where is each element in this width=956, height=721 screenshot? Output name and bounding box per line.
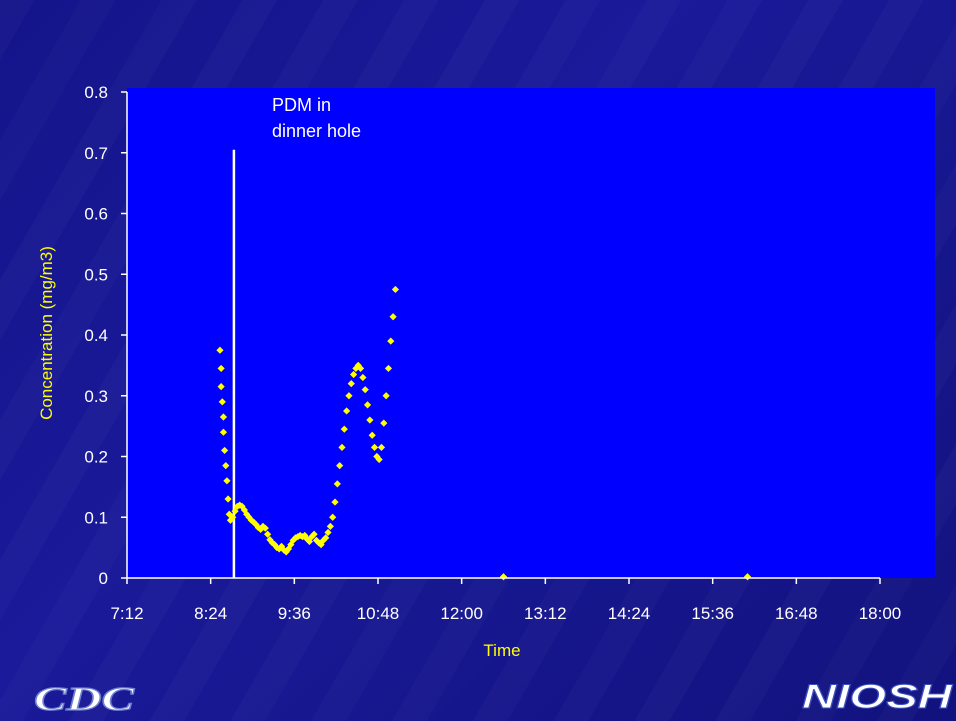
data-point bbox=[366, 416, 374, 424]
y-tick-label: 0 bbox=[99, 569, 108, 588]
data-point bbox=[252, 520, 260, 529]
data-point bbox=[319, 536, 327, 544]
data-point bbox=[368, 431, 376, 439]
data-point bbox=[308, 533, 316, 541]
data-point bbox=[229, 513, 237, 521]
data-point bbox=[247, 516, 255, 524]
data-point bbox=[222, 462, 230, 470]
x-tick-label: 12:00 bbox=[440, 604, 483, 623]
data-point bbox=[324, 528, 332, 537]
y-axis-title: Concentration (mg/m3) bbox=[37, 246, 56, 420]
data-point bbox=[219, 413, 228, 421]
data-point bbox=[266, 536, 274, 544]
data-point bbox=[370, 443, 379, 451]
data-point bbox=[240, 506, 248, 514]
x-tick-label: 9:36 bbox=[278, 604, 311, 623]
x-axis-title: Time bbox=[483, 641, 520, 660]
y-tick-label: 0.5 bbox=[84, 265, 108, 284]
data-point bbox=[277, 542, 286, 551]
annotation-text: PDM in dinner hole bbox=[272, 95, 361, 141]
data-point bbox=[349, 370, 358, 379]
data-point bbox=[317, 540, 325, 549]
data-point bbox=[333, 480, 341, 488]
data-point bbox=[224, 495, 232, 503]
data-point bbox=[352, 364, 360, 373]
x-tick-label: 10:48 bbox=[357, 604, 400, 623]
x-tick-label: 14:24 bbox=[608, 604, 651, 623]
data-point bbox=[377, 443, 386, 451]
data-point bbox=[261, 524, 269, 532]
data-point bbox=[275, 545, 283, 553]
x-tick-label: 13:12 bbox=[524, 604, 567, 623]
data-point bbox=[259, 522, 267, 530]
data-point bbox=[331, 498, 339, 506]
data-point bbox=[322, 534, 330, 542]
data-point bbox=[301, 531, 309, 540]
data-point bbox=[217, 383, 225, 391]
y-tick-label: 0.7 bbox=[84, 144, 108, 163]
data-point bbox=[359, 373, 367, 382]
data-point bbox=[380, 419, 388, 427]
annotation-layer: PDM in dinner hole bbox=[232, 95, 361, 578]
data-point bbox=[254, 523, 262, 532]
data-point bbox=[270, 540, 279, 549]
data-point bbox=[217, 364, 225, 373]
data-point bbox=[391, 285, 400, 294]
data-point bbox=[282, 548, 290, 556]
y-tick-label: 0.1 bbox=[84, 508, 108, 527]
data-point bbox=[345, 392, 353, 400]
data-point bbox=[343, 407, 351, 415]
y-tick-label: 0.6 bbox=[84, 205, 108, 224]
y-tick-label: 0.3 bbox=[84, 387, 108, 406]
x-tick-label: 15:36 bbox=[691, 604, 734, 623]
data-point bbox=[326, 522, 334, 530]
data-point bbox=[221, 446, 229, 455]
x-tick-label: 8:24 bbox=[194, 604, 227, 623]
data-point bbox=[338, 443, 346, 451]
x-tick-label: 18:00 bbox=[859, 604, 902, 623]
data-point bbox=[389, 313, 397, 321]
data-point bbox=[289, 536, 297, 544]
data-point bbox=[384, 364, 393, 373]
data-point bbox=[216, 346, 224, 354]
data-point bbox=[382, 392, 390, 400]
data-point bbox=[340, 425, 348, 433]
x-ticks: 7:12 8:24 9:36 10:48 12:00 13:12 14:24 15:36 16:… bbox=[110, 578, 901, 623]
data-point bbox=[363, 401, 372, 409]
x-tick-label: 7:12 bbox=[110, 604, 143, 623]
data-point bbox=[219, 428, 228, 436]
data-point bbox=[250, 518, 258, 526]
cdc-logo: CDC bbox=[33, 680, 135, 718]
data-point bbox=[347, 380, 355, 388]
data-point bbox=[329, 513, 337, 521]
y-tick-label: 0.8 bbox=[84, 83, 108, 102]
data-point bbox=[315, 539, 323, 547]
y-tick-label: 0.4 bbox=[84, 326, 108, 345]
y-ticks: 0 0.1 0.2 0.3 0.4 0.5 0.6 0.7 0.8 bbox=[84, 83, 127, 588]
plot-area bbox=[127, 88, 935, 578]
data-point bbox=[223, 477, 231, 485]
data-point bbox=[375, 455, 383, 464]
data-point bbox=[310, 530, 318, 538]
data-point bbox=[356, 364, 365, 373]
data-point bbox=[387, 337, 395, 345]
data-point bbox=[743, 573, 752, 581]
data-point bbox=[257, 525, 265, 533]
niosh-logo: NIOSH bbox=[802, 678, 955, 717]
data-point bbox=[361, 386, 369, 394]
x-tick-label: 16:48 bbox=[775, 604, 818, 623]
data-point bbox=[284, 545, 293, 553]
data-point bbox=[264, 530, 272, 538]
y-tick-label: 0.2 bbox=[84, 448, 108, 467]
cdc-logo-text: CDC bbox=[34, 681, 134, 718]
niosh-logo-text: NIOSH bbox=[802, 678, 954, 716]
data-point bbox=[218, 398, 226, 406]
data-marks-layer bbox=[216, 285, 752, 581]
data-point bbox=[336, 462, 344, 470]
data-point bbox=[499, 573, 508, 581]
data-point bbox=[287, 540, 295, 549]
